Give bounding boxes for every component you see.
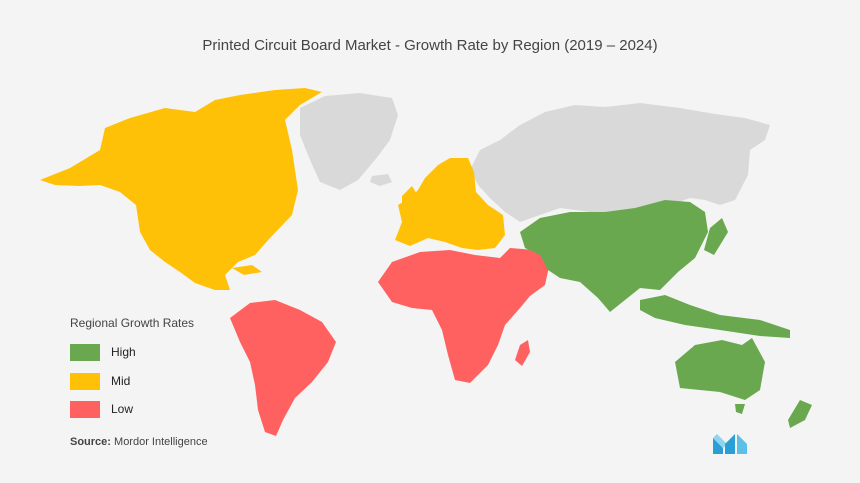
- mordor-intelligence-logo-icon: [713, 434, 747, 454]
- region-southeast-asia-islands: [640, 295, 790, 338]
- region-south-america: [230, 300, 336, 436]
- legend-swatch-high: [70, 344, 100, 361]
- region-africa-middle-east: [378, 248, 550, 383]
- region-australia: [675, 338, 765, 400]
- region-caribbean: [232, 265, 262, 275]
- legend-label-high: High: [111, 345, 136, 359]
- region-new-zealand: [788, 400, 812, 428]
- region-madagascar: [515, 340, 530, 366]
- legend-swatch-mid: [70, 373, 100, 390]
- region-greenland: [300, 93, 398, 190]
- region-iceland: [370, 174, 392, 186]
- legend-title: Regional Growth Rates: [70, 316, 195, 330]
- legend-swatch-low: [70, 401, 100, 418]
- region-tasmania: [735, 404, 745, 414]
- source-prefix: Source:: [70, 436, 111, 448]
- region-north-america: [40, 88, 322, 290]
- legend-label-low: Low: [111, 402, 134, 416]
- source-text: Mordor Intelligence: [114, 436, 208, 448]
- region-russia: [470, 103, 770, 222]
- region-asia: [520, 200, 708, 312]
- region-europe: [395, 158, 505, 250]
- region-japan: [704, 218, 728, 255]
- legend-label-mid: Mid: [111, 374, 131, 388]
- chart-title: Printed Circuit Board Market - Growth Ra…: [202, 37, 658, 54]
- source-credit: Source: Mordor Intelligence: [70, 436, 208, 448]
- region-uk: [402, 186, 418, 210]
